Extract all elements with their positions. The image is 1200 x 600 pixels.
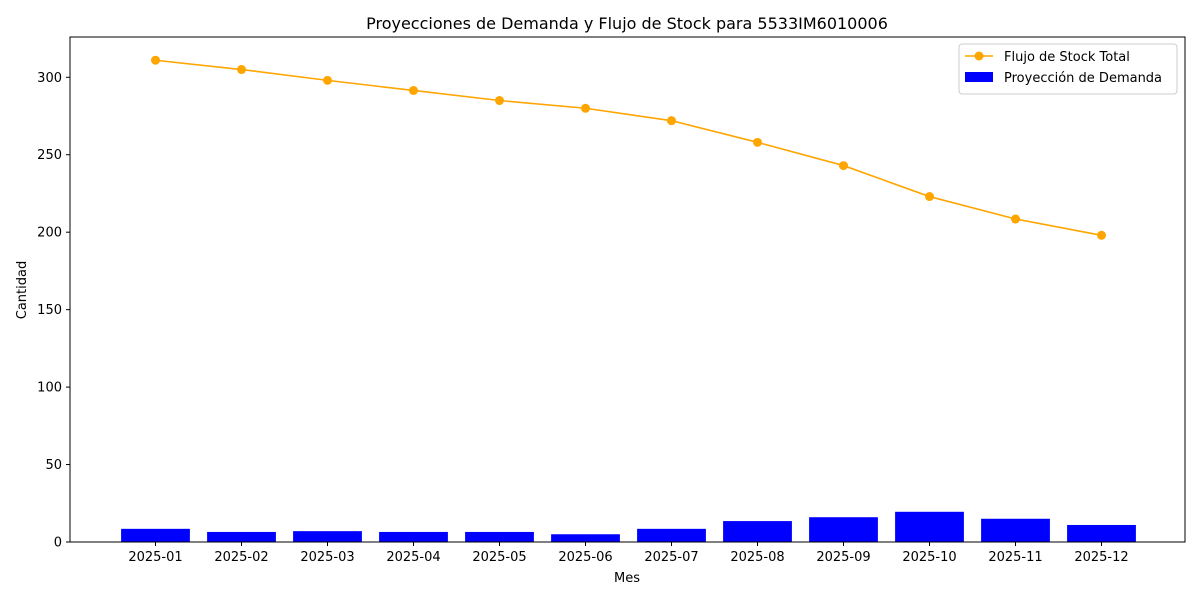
plot-frame (69, 36, 1186, 543)
line-point (237, 65, 246, 75)
x-tick-label: 2025-12 (1074, 550, 1128, 565)
bar (809, 517, 878, 542)
bar (379, 531, 448, 542)
line-point (667, 116, 676, 126)
bar (1067, 524, 1136, 542)
legend-bar-swatch (965, 72, 993, 82)
line-layer (151, 55, 1106, 240)
y-tick-label: 100 (37, 381, 62, 396)
y-tick-label: 200 (37, 226, 62, 241)
y-tick-label: 50 (45, 458, 62, 473)
series-line (155, 59, 1102, 237)
legend: Flujo de Stock Total Proyección de Deman… (958, 43, 1178, 95)
line-point (323, 75, 332, 85)
y-tick-label: 0 (54, 536, 62, 551)
y-tick-label: 250 (37, 148, 62, 163)
y-tick-label: 300 (37, 71, 62, 86)
y-axis: 0 50 100 150 200 250 300 (37, 71, 70, 551)
line-point (409, 85, 418, 95)
x-tick-label: 2025-06 (558, 550, 612, 565)
x-tick-label: 2025-03 (300, 550, 354, 565)
bar (723, 521, 792, 542)
x-axis-label: Mes (614, 571, 640, 586)
x-tick-label: 2025-05 (472, 550, 526, 565)
chart-title: Proyecciones de Demanda y Flujo de Stock… (366, 14, 888, 33)
legend-label-line: Flujo de Stock Total (1004, 50, 1130, 65)
bar (637, 528, 706, 542)
x-tick-label: 2025-01 (128, 550, 182, 565)
bar (551, 534, 620, 542)
bar (895, 511, 964, 542)
line-point (495, 96, 504, 106)
bar (207, 531, 276, 542)
legend-label-bar: Proyección de Demanda (1004, 71, 1162, 86)
bars-layer (121, 511, 1136, 542)
x-tick-label: 2025-08 (730, 550, 784, 565)
bar (465, 531, 534, 542)
x-tick-label: 2025-07 (644, 550, 698, 565)
line-point (151, 55, 160, 65)
line-point (925, 192, 934, 202)
x-tick-label: 2025-11 (988, 550, 1042, 565)
x-tick-label: 2025-02 (214, 550, 268, 565)
x-tick-label: 2025-09 (816, 550, 870, 565)
line-point (753, 137, 762, 147)
y-tick-label: 150 (37, 303, 62, 318)
x-tick-label: 2025-10 (902, 550, 956, 565)
legend-box (958, 43, 1178, 95)
line-point (839, 161, 848, 171)
bar (121, 528, 190, 542)
bar (981, 518, 1050, 542)
line-point (581, 103, 590, 113)
x-tick-label: 2025-04 (386, 550, 440, 565)
bar (293, 531, 362, 542)
legend-marker-swatch (974, 51, 984, 61)
x-axis: 2025-01 2025-02 2025-03 2025-04 2025-05 2025-… (128, 542, 1129, 565)
y-axis-label: Cantidad (15, 261, 30, 319)
line-point (1097, 230, 1106, 240)
line-point (1011, 214, 1020, 224)
